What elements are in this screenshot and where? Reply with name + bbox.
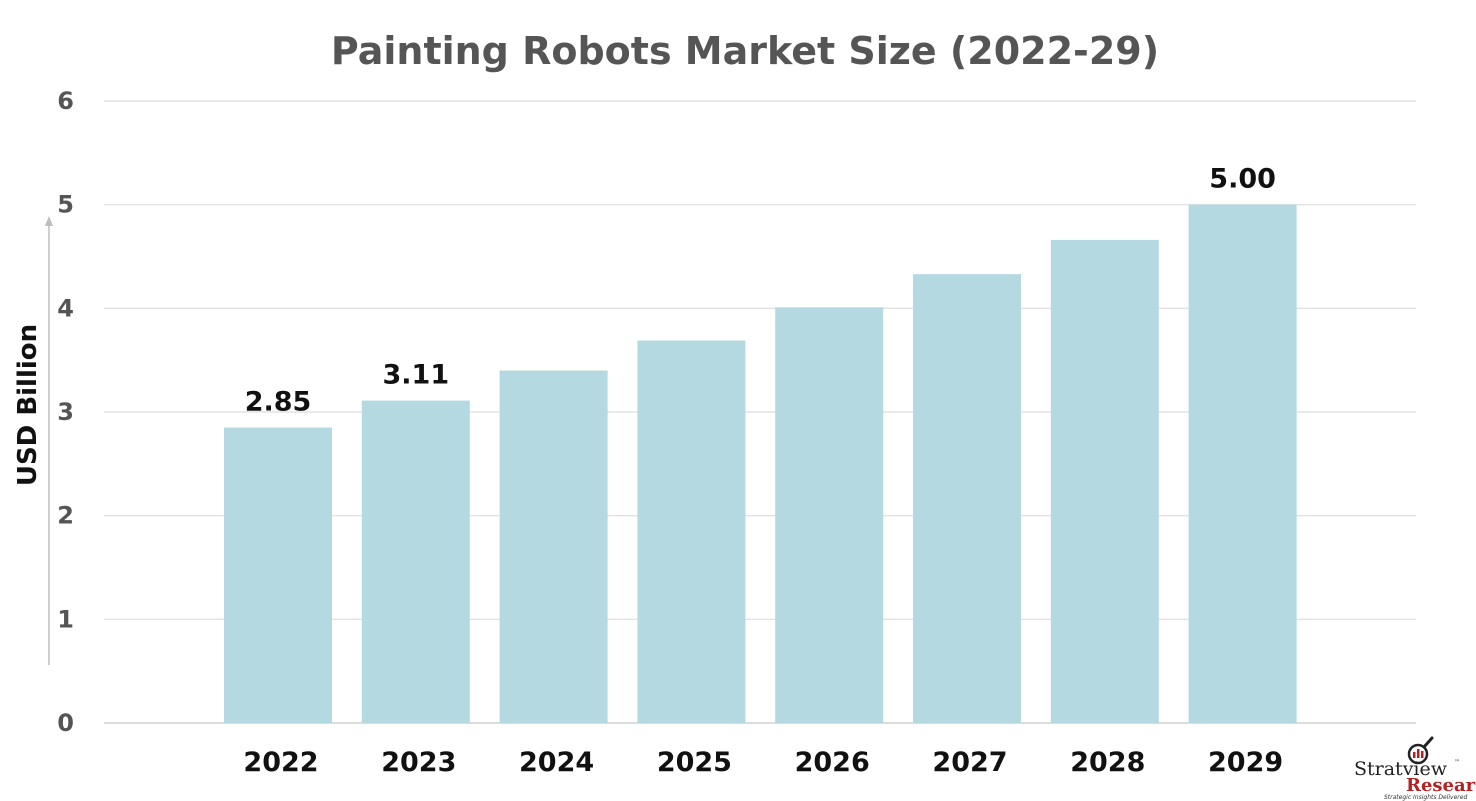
bar-2027 [913, 274, 1021, 723]
y-tick-4: 4 [57, 294, 74, 322]
x-tick-2024: 2024 [519, 747, 594, 778]
y-tick-labels: 0 1 2 3 4 5 6 [57, 87, 74, 737]
data-label-2023: 3.11 [382, 360, 449, 391]
x-tick-2027: 2027 [932, 747, 1007, 778]
x-tick-2028: 2028 [1070, 747, 1145, 778]
y-tick-2: 2 [57, 502, 74, 530]
x-tick-2025: 2025 [657, 747, 732, 778]
y-tick-5: 5 [57, 191, 74, 219]
bars [224, 204, 1297, 723]
logo-tagline: Strategic Insights Delivered [1384, 794, 1467, 801]
data-label-2022: 2.85 [245, 387, 312, 418]
logo-sub: Research [1406, 775, 1476, 796]
magnifier-icon [1407, 736, 1434, 765]
x-tick-2029: 2029 [1208, 747, 1283, 778]
logo-trademark: ™ [1454, 759, 1460, 766]
y-axis-arrow [45, 216, 53, 665]
logo-name: Stratview [1354, 758, 1448, 780]
y-tick-6: 6 [57, 87, 74, 115]
bar-2023 [361, 400, 470, 723]
y-tick-3: 3 [57, 398, 74, 426]
bar-2029 [1188, 204, 1297, 723]
x-tick-2022: 2022 [243, 747, 318, 778]
y-axis-label: USD Billion [13, 324, 43, 486]
bar-2024 [499, 370, 608, 723]
y-tick-0: 0 [57, 709, 74, 737]
chart-title: Painting Robots Market Size (2022-29) [331, 29, 1159, 73]
x-tick-2023: 2023 [381, 747, 456, 778]
y-tick-1: 1 [57, 605, 74, 633]
data-label-2029: 5.00 [1209, 164, 1276, 195]
x-tick-labels: 2022 2023 2024 2025 2026 2027 2028 2029 [243, 747, 1283, 778]
stratview-logo: Stratview ™ Research Strategic Insights … [1354, 736, 1476, 801]
data-labels: 2.85 3.11 5.00 [245, 164, 1276, 418]
bar-2025 [637, 340, 746, 723]
bar-2026 [775, 307, 884, 723]
x-tick-2026: 2026 [795, 747, 870, 778]
bar-2022 [224, 427, 332, 723]
bar-2028 [1050, 239, 1159, 723]
